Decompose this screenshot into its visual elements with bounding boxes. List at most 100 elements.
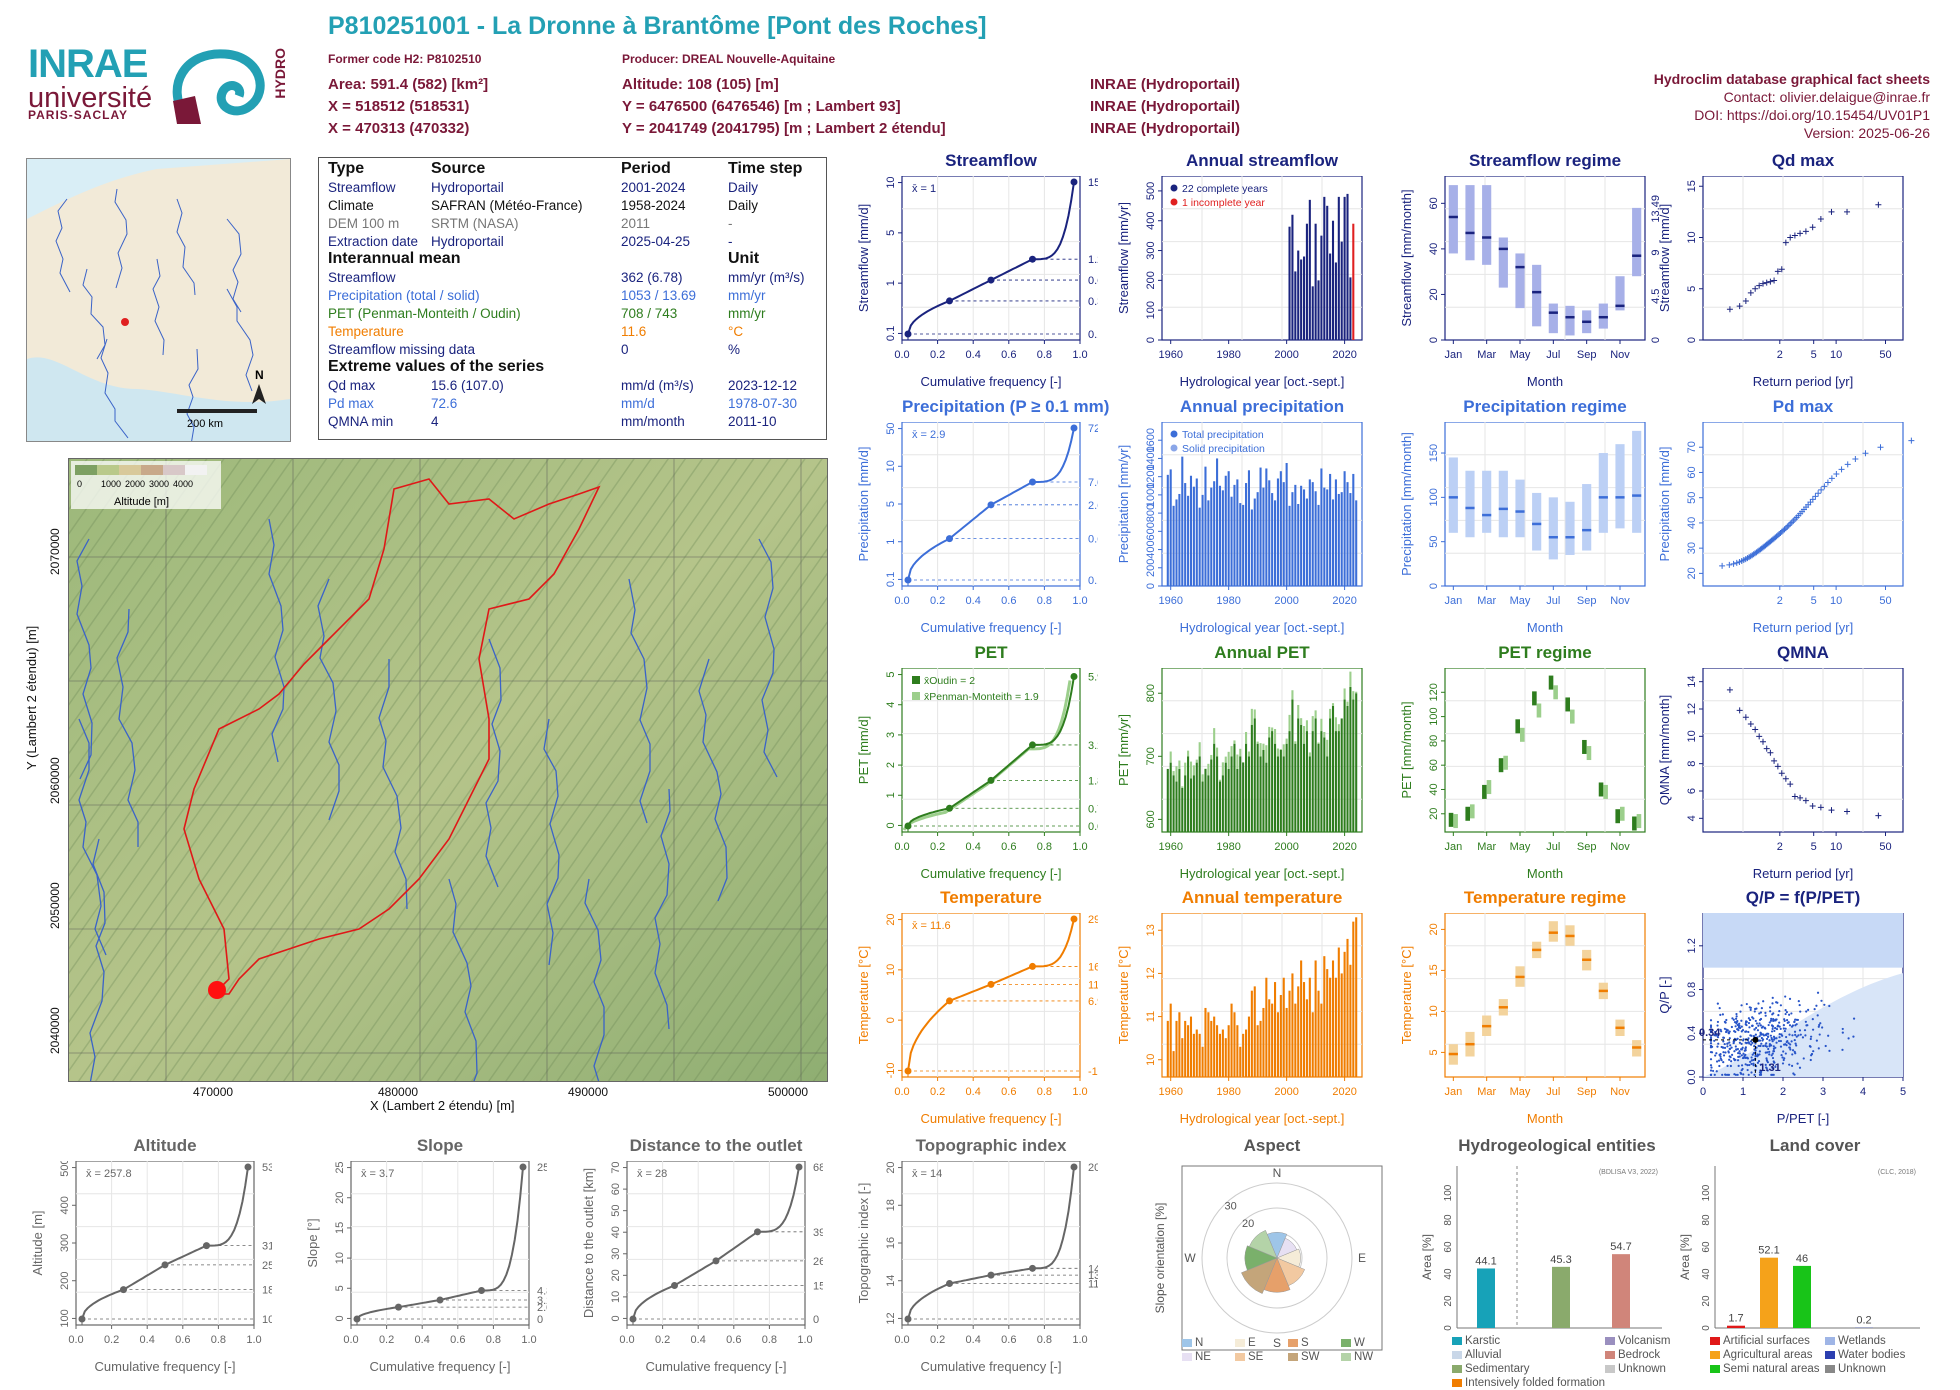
annual-bar [1320, 731, 1322, 832]
scatter-point [1757, 1002, 1759, 1004]
y-tick-label: 6 [1686, 788, 1698, 794]
scatter-point [1817, 992, 1819, 994]
annual-bar [1294, 744, 1296, 832]
annual-bar-penman [1178, 761, 1180, 769]
scatter-point [1723, 1054, 1725, 1056]
x-tick-label: 2 [1777, 349, 1783, 361]
y-lambert93: Y = 6476500 (6476546) [m ; Lambert 93] [622, 98, 901, 115]
annual-bar [1338, 494, 1340, 586]
scatter-point [1807, 1009, 1809, 1011]
right-tick-label: 29.7 [1088, 914, 1098, 926]
annual-bar-penman [1170, 752, 1172, 763]
x-tick-label: 0.2 [930, 841, 945, 853]
annual-bar [1271, 493, 1273, 586]
chart-title: Annual PET [1162, 643, 1362, 663]
annual-bar-penman [1329, 709, 1331, 719]
scatter-point [1771, 1054, 1773, 1056]
annual-bar [1257, 492, 1259, 586]
category-bar [1612, 1254, 1630, 1328]
y-axis-label: Temperature [°C] [1399, 946, 1414, 1044]
scatter-point [1853, 1018, 1855, 1020]
scatter-point [1731, 1026, 1733, 1028]
annual-bar [1332, 499, 1334, 586]
quantile-point [1029, 256, 1036, 263]
annual-bar [1288, 227, 1290, 340]
annual-bar [1251, 725, 1253, 832]
annual-bar [1335, 978, 1337, 1077]
scatter-point [1794, 1031, 1796, 1033]
y-tick-label: 4 [1686, 815, 1698, 821]
scatter-point [1770, 1035, 1772, 1037]
mean-label: x̄ = 1 [912, 183, 936, 195]
scatter-point [1726, 1045, 1728, 1047]
right-tick-label: 0.6 [1088, 275, 1098, 287]
right-tick-label: 2.0 [537, 1302, 547, 1314]
scatter-point [1788, 1064, 1790, 1066]
quantile-point [1071, 673, 1078, 680]
chart-title: Streamflow regime [1445, 151, 1645, 171]
annual-bar [1297, 504, 1299, 586]
annual-bar [1222, 775, 1224, 832]
x-tick-label: 1.0 [1072, 841, 1087, 853]
scatter-point [1739, 1052, 1741, 1054]
y-tick-label: 400 [1145, 540, 1157, 558]
regime-box [1565, 306, 1574, 336]
x-tick-label: 1980 [1216, 1086, 1240, 1098]
scatter-point [1791, 1040, 1793, 1042]
y-tick-label: 60 [1443, 1241, 1454, 1253]
scatter-point [1804, 1034, 1806, 1036]
scatter-point [1747, 1031, 1749, 1033]
y-tick-label: 50 [1686, 492, 1698, 504]
legend-item: Artificial surfaces [1710, 1334, 1825, 1348]
y-axis-label: Area [%] [1678, 1234, 1692, 1280]
annual-bar [1254, 718, 1256, 832]
scatter-point [1722, 1047, 1724, 1049]
annual-bar [1251, 991, 1253, 1077]
legend-swatch [1605, 1365, 1615, 1373]
regime-box-oudin [1549, 676, 1554, 690]
regime-box [1565, 502, 1574, 555]
annual-bar [1213, 481, 1215, 586]
y-tick-label: 40 [1428, 783, 1440, 795]
legend-label: x̄Penman-Monteith = 1.9 [924, 691, 1039, 703]
y-tick-label: 80 [1428, 735, 1440, 747]
scatter-point [1743, 1038, 1745, 1040]
chart-title: Annual temperature [1162, 888, 1362, 908]
quantile-point [988, 277, 995, 284]
legend-swatch [1825, 1365, 1835, 1373]
right-tick-label: 16.5 [1088, 961, 1098, 973]
scatter-point [1772, 997, 1774, 999]
annual-bar [1312, 731, 1314, 832]
annual-bar [1233, 744, 1235, 832]
annual-bar [1242, 1034, 1244, 1077]
x-tick-label: 0.2 [104, 1334, 119, 1346]
streamflow-chart: Cumulative frequency [-]Streamflow [mm/d… [850, 176, 1098, 402]
plot-frame [1445, 422, 1645, 586]
cell: mm/yr [728, 304, 818, 322]
x-tick-label: Jul [1546, 841, 1560, 853]
annual-bar [1213, 1017, 1215, 1077]
cell: mm/d [621, 394, 728, 412]
right-tick-label: 0.6 [1088, 534, 1098, 546]
x-tick-label: Nov [1610, 349, 1630, 361]
annual-bar [1283, 978, 1285, 1077]
y-tick-label: 800 [1145, 684, 1157, 702]
annual-bar [1242, 505, 1244, 586]
scatter-point [1739, 1042, 1741, 1044]
x-tick-label: 1.0 [1072, 1086, 1087, 1098]
scatter-point [1733, 1019, 1735, 1021]
legend-marker [1171, 199, 1178, 206]
scatter-point [1747, 1069, 1749, 1071]
scatter-point [1752, 1063, 1754, 1065]
scatter-point [1750, 1056, 1752, 1058]
altitude: Altitude: 108 (105) [m] [622, 76, 779, 93]
x-tick-label: 1.0 [246, 1334, 261, 1346]
scatter-point [1733, 1073, 1735, 1075]
y-axis-label: Streamflow [mm/d] [1657, 204, 1672, 312]
scatter-point [1794, 1034, 1796, 1036]
interannual-mean-heading: Interannual mean [328, 250, 728, 268]
y-tick-label: 20 [1686, 567, 1698, 579]
right-tick-label: 2.6 [1088, 500, 1098, 512]
